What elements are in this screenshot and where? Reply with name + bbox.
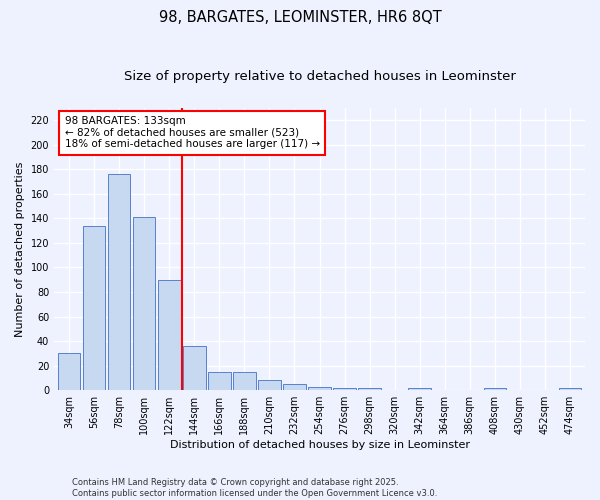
Bar <box>108 174 130 390</box>
X-axis label: Distribution of detached houses by size in Leominster: Distribution of detached houses by size … <box>170 440 470 450</box>
Bar <box>409 388 431 390</box>
Text: Contains HM Land Registry data © Crown copyright and database right 2025.
Contai: Contains HM Land Registry data © Crown c… <box>72 478 437 498</box>
Bar <box>208 372 230 390</box>
Text: 98, BARGATES, LEOMINSTER, HR6 8QT: 98, BARGATES, LEOMINSTER, HR6 8QT <box>158 10 442 25</box>
Y-axis label: Number of detached properties: Number of detached properties <box>15 162 25 336</box>
Bar <box>183 346 206 390</box>
Bar <box>58 354 80 390</box>
Bar <box>358 388 381 390</box>
Bar <box>258 380 281 390</box>
Bar <box>283 384 306 390</box>
Bar <box>133 217 155 390</box>
Bar <box>233 372 256 390</box>
Text: 98 BARGATES: 133sqm
← 82% of detached houses are smaller (523)
18% of semi-detac: 98 BARGATES: 133sqm ← 82% of detached ho… <box>65 116 320 150</box>
Bar <box>83 226 106 390</box>
Bar <box>333 388 356 390</box>
Bar <box>158 280 181 390</box>
Bar <box>484 388 506 390</box>
Bar <box>308 386 331 390</box>
Bar <box>559 388 581 390</box>
Title: Size of property relative to detached houses in Leominster: Size of property relative to detached ho… <box>124 70 515 83</box>
